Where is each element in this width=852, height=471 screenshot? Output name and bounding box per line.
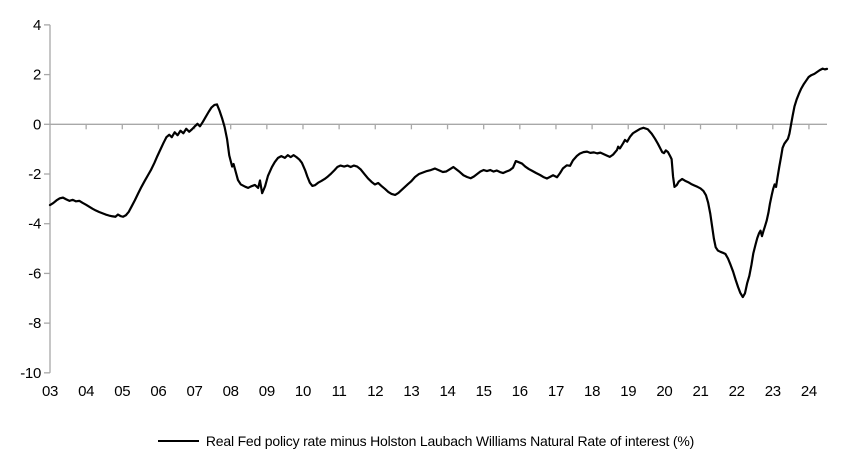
y-tick-label: 2: [33, 67, 41, 84]
x-tick-label: 04: [78, 383, 94, 400]
x-tick-label: 08: [223, 383, 239, 400]
x-tick-label: 14: [439, 383, 455, 400]
x-tick-label: 20: [656, 383, 672, 400]
x-tick-label: 18: [584, 383, 600, 400]
x-tick-label: 03: [42, 383, 58, 400]
x-tick-label: 19: [620, 383, 636, 400]
x-tick-label: 17: [548, 383, 564, 400]
y-tick-label: -6: [28, 265, 41, 282]
legend-label: Real Fed policy rate minus Holston Lauba…: [205, 433, 695, 449]
x-tick-label: 21: [692, 383, 708, 400]
x-tick-label: 12: [367, 383, 383, 400]
y-tick-label: -2: [28, 166, 41, 183]
x-tick-label: 23: [765, 383, 781, 400]
x-tick-label: 05: [114, 383, 130, 400]
x-tick-label: 13: [403, 383, 419, 400]
x-tick-label: 24: [801, 383, 817, 400]
y-tick-label: -4: [28, 216, 41, 233]
legend-line-marker: [157, 440, 199, 442]
x-tick-label: 09: [259, 383, 275, 400]
x-tick-label: 06: [150, 383, 166, 400]
y-tick-label: 4: [33, 17, 41, 34]
series-line: [48, 67, 829, 299]
y-tick-label: 0: [33, 116, 41, 133]
y-tick-label: -10: [20, 365, 41, 382]
x-tick-label: 11: [332, 383, 347, 400]
x-tick-label: 10: [295, 383, 311, 400]
x-tick-label: 22: [729, 383, 745, 400]
x-tick-label: 07: [187, 383, 203, 400]
axes: [44, 24, 828, 374]
x-tick-label: 15: [476, 383, 492, 400]
x-tick-label: 16: [512, 383, 528, 400]
y-tick-label: -8: [28, 315, 41, 332]
legend: Real Fed policy rate minus Holston Lauba…: [0, 433, 852, 449]
